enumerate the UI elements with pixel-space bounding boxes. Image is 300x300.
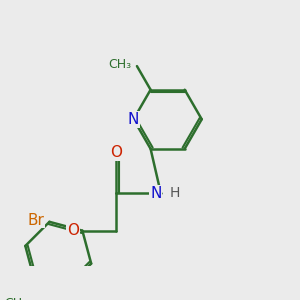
Text: O: O: [67, 223, 79, 238]
Text: CH₃: CH₃: [109, 58, 132, 71]
Text: Br: Br: [27, 213, 44, 228]
Text: H: H: [170, 186, 180, 200]
Text: CH₃: CH₃: [4, 297, 28, 300]
Text: N: N: [128, 112, 139, 127]
Text: O: O: [110, 146, 122, 160]
Text: N: N: [150, 186, 161, 201]
